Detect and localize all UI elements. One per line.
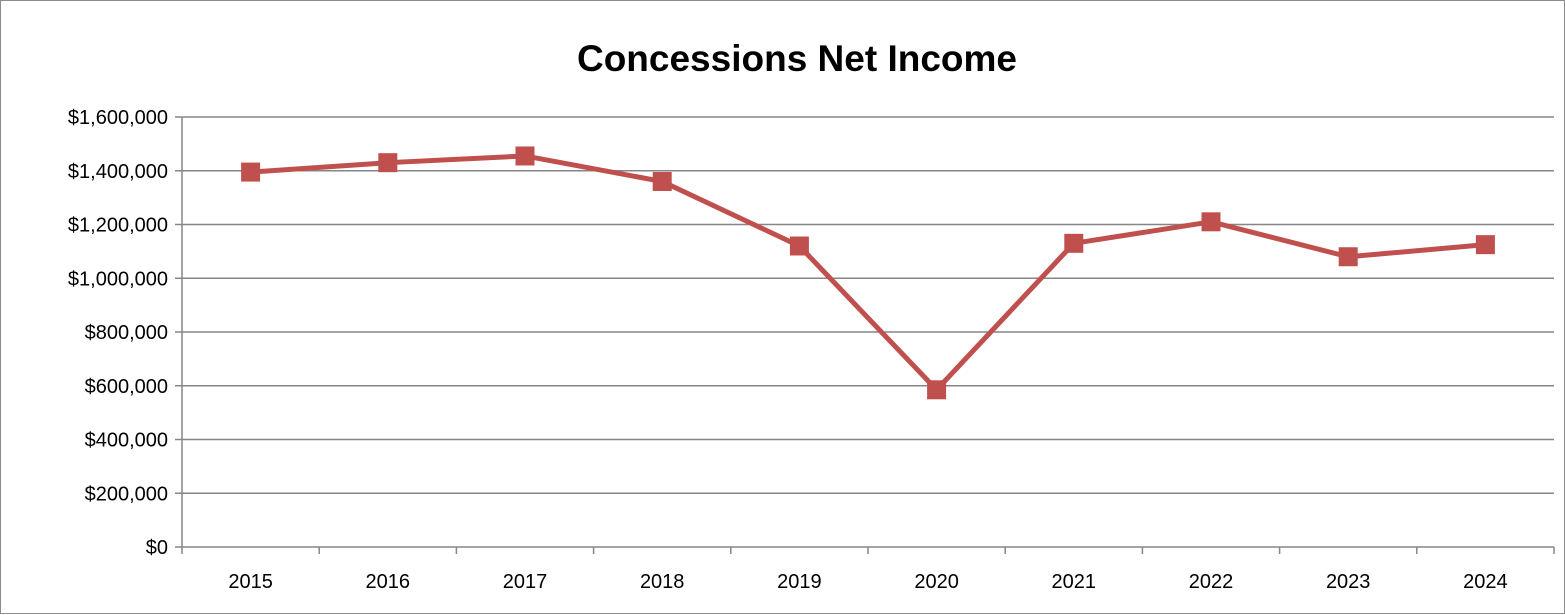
x-tick-label: 2020 [914,571,959,593]
x-tick-label: 2021 [1052,571,1097,593]
y-axis-tick-labels: $0 $200,000 $400,000 $600,000 $800,000 $1,000… [68,107,168,559]
y-tick-label: $1,000,000 [68,268,168,290]
y-tick-label: $0 [146,537,168,559]
data-point-marker [241,162,261,182]
y-tick-label: $1,200,000 [68,215,168,237]
x-tick-label: 2018 [640,571,685,593]
x-tick-label: 2019 [777,571,822,593]
x-axis-tick-labels: 2015 2016 2017 2018 2019 2020 2021 2022 2023 2024 [228,571,1507,593]
data-point-marker [378,153,398,173]
data-point-marker [652,172,672,191]
y-tick-label: $400,000 [85,430,168,452]
y-tick-label: $1,600,000 [68,107,168,129]
data-point-marker [927,380,947,400]
x-tick-label: 2022 [1189,571,1234,593]
data-point-marker [1475,235,1495,255]
x-tick-label: 2023 [1326,571,1371,593]
data-point-marker [789,236,809,256]
x-tick-label: 2015 [228,571,273,593]
x-tick-label: 2024 [1463,571,1508,593]
data-point-marker [515,146,535,166]
axes [175,116,1555,554]
gridlines [182,116,1554,494]
chart-title: Concessions Net Income [577,38,1017,79]
series-markers [241,146,1495,400]
series-line [248,153,1488,393]
y-tick-label: $1,400,000 [68,161,168,183]
x-tick-label: 2016 [366,571,411,593]
y-tick-label: $800,000 [85,322,168,344]
y-tick-label: $200,000 [85,483,168,505]
series-line-path [248,153,1488,393]
data-point-marker [1338,247,1358,267]
data-point-marker [1201,212,1221,232]
x-tick-label: 2017 [503,571,548,593]
y-tick-label: $600,000 [85,376,168,398]
data-point-marker [1064,233,1084,253]
